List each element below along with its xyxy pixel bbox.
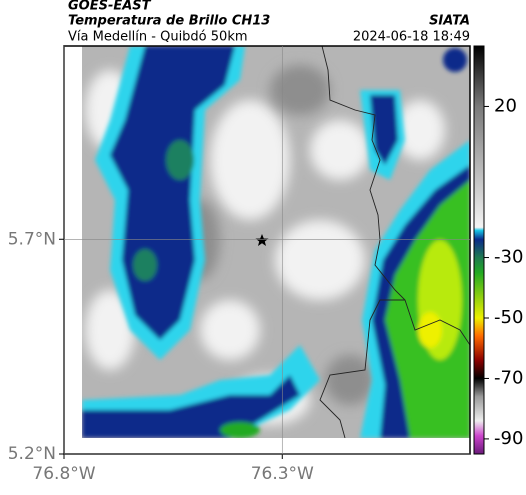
colorbar-label: -70 (494, 367, 523, 388)
colorbar (473, 45, 485, 455)
x-tick-label: 76.3°W (251, 464, 314, 484)
colorbar-label: -90 (494, 428, 523, 449)
title: Temperatura de Brillo CH13 (68, 14, 270, 29)
agency: SIATA (429, 14, 470, 29)
y-tick-label: 5.7°N (8, 229, 56, 249)
datetime: 2024-06-18 18:49 (353, 30, 470, 45)
colorbar-label: -50 (494, 307, 523, 328)
colorbar-label: -30 (494, 247, 523, 268)
source: GOES-EAST (68, 0, 152, 14)
satellite-image (82, 46, 470, 438)
colorbar-label: 20 (494, 95, 517, 116)
y-tick-label: 5.2°N (8, 444, 56, 464)
subtitle: Vía Medellín - Quibdó 50km (68, 30, 248, 45)
borders (319, 46, 470, 438)
x-tick-label: 76.8°W (32, 464, 95, 484)
location-marker (255, 234, 269, 246)
